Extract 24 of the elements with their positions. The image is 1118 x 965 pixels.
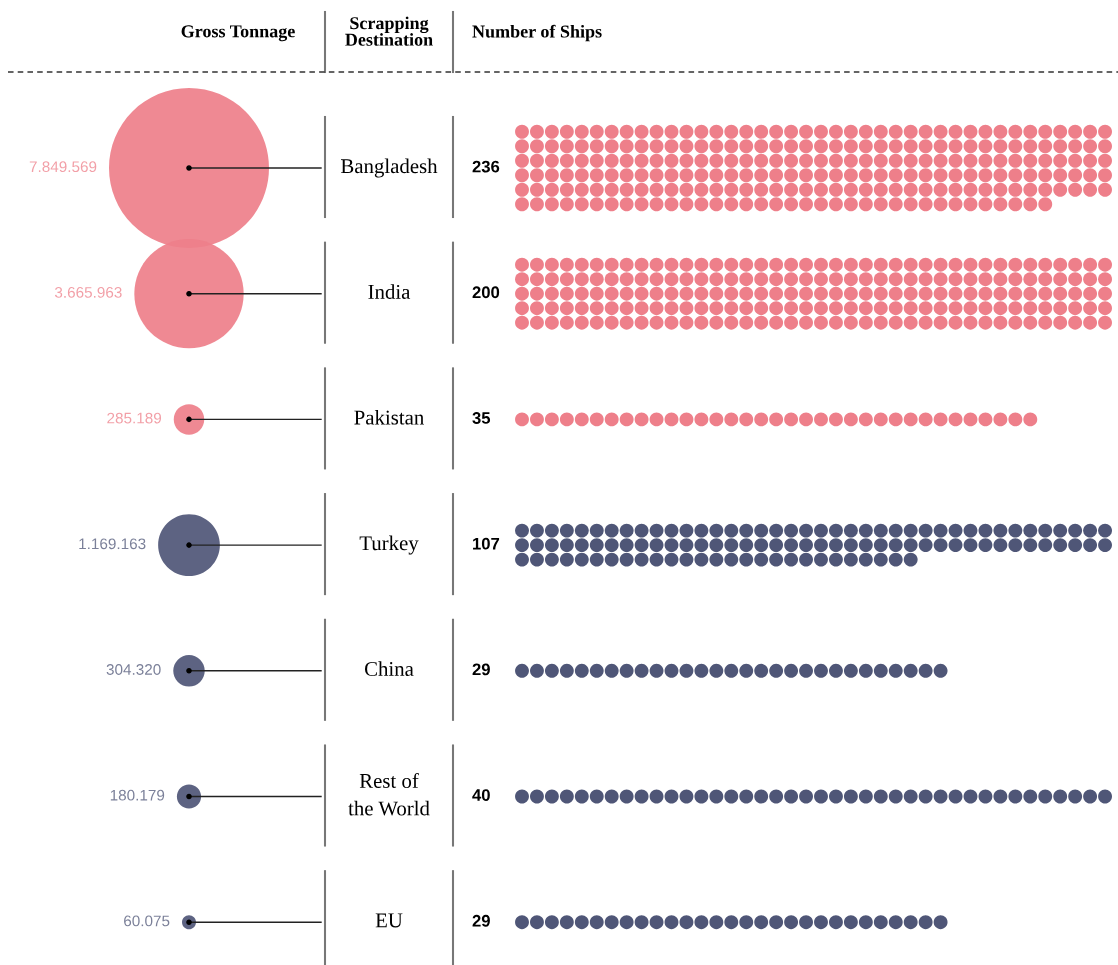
text: Gross Tonnage (181, 25, 295, 42)
data-label: 236 (472, 160, 500, 173)
data-label: 1.169.163 (79, 538, 146, 550)
data-label: 304.320 (106, 664, 161, 675)
category-label: India (368, 284, 411, 299)
category-label: Bangladesh (341, 158, 438, 178)
data-label: 3.665.963 (54, 286, 122, 298)
category-label: Pakistan (354, 409, 424, 425)
data-label: 29 (472, 914, 490, 927)
data-label: 60.075 (124, 915, 170, 927)
data-label: 7.849.569 (29, 161, 97, 173)
data-label: 35 (472, 412, 491, 424)
data-label: 40 (472, 789, 490, 801)
category-label: EU (375, 913, 403, 928)
text: Scrapping Destination (345, 16, 433, 46)
category-label: Rest of the World (348, 773, 430, 816)
category-label: Turkey (359, 535, 419, 555)
data-label: 200 (472, 286, 500, 299)
category-label: China (364, 661, 414, 677)
text: Number of Ships (472, 24, 602, 42)
data-label: 29 (472, 663, 490, 676)
data-label: 285.189 (107, 412, 162, 424)
data-label: 180.179 (110, 789, 165, 801)
data-label: 107 (473, 537, 500, 550)
